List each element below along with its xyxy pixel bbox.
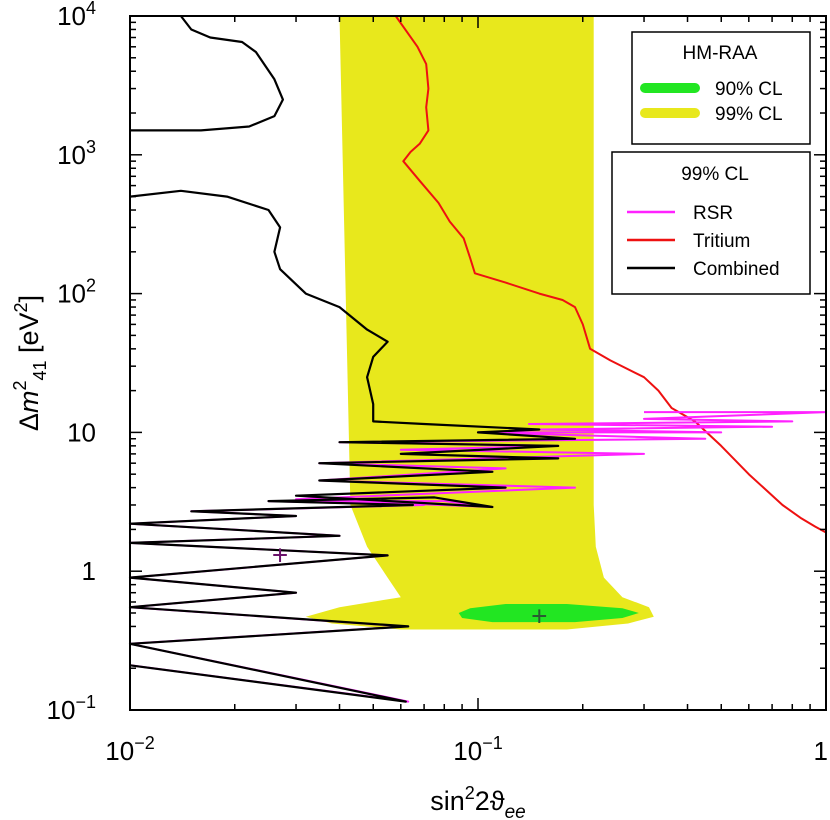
labels-layer: 10−2 10−1 1 10−1 1 10 102 103 104 <box>47 0 828 766</box>
series-tritium-0 <box>394 15 827 534</box>
series-layer <box>128 15 827 703</box>
legend-label-combined: Combined <box>693 259 780 280</box>
legend-bottom: 99% CL RSR Tritium Combined <box>611 151 811 295</box>
legend-label-99cl: 99% CL <box>715 104 783 125</box>
legend-bottom-box <box>611 151 811 295</box>
legend-bottom-title: 99% CL <box>681 164 749 185</box>
legend-label-90cl: 90% CL <box>715 79 783 100</box>
y-axis-title: Δm241 [eV2] <box>10 295 50 431</box>
series-combined-3 <box>130 15 284 132</box>
y-tick-label: 104 <box>57 0 96 31</box>
legend-label-tritium: Tritium <box>693 231 750 252</box>
best-fit-marker-1: + <box>272 539 288 570</box>
y-tick-label: 1 <box>82 556 96 586</box>
y-axis-title-group: Δm241 [eV2] <box>10 295 50 431</box>
y-tick-label: 10 <box>67 417 96 447</box>
ticks-layer <box>129 15 827 711</box>
x-tick-label: 10−1 <box>453 733 502 766</box>
legend-top-title: HM-RAA <box>683 43 758 64</box>
marker-layer: ++ <box>272 539 548 631</box>
y-tick-label: 10−1 <box>47 692 96 725</box>
series-combined-2 <box>128 189 577 703</box>
legend-label-rsr: RSR <box>693 203 733 224</box>
best-fit-marker-2: + <box>531 601 547 632</box>
region-90cl <box>458 604 639 623</box>
x-axis-title: sin22ϑee <box>430 783 525 820</box>
y-tick-label: 102 <box>57 276 96 309</box>
x-tick-label: 10−2 <box>105 733 154 766</box>
x-tick-label: 1 <box>814 736 828 766</box>
legend-top: HM-RAA 90% CL 99% CL <box>631 31 811 145</box>
y-tick-label: 103 <box>57 137 96 170</box>
